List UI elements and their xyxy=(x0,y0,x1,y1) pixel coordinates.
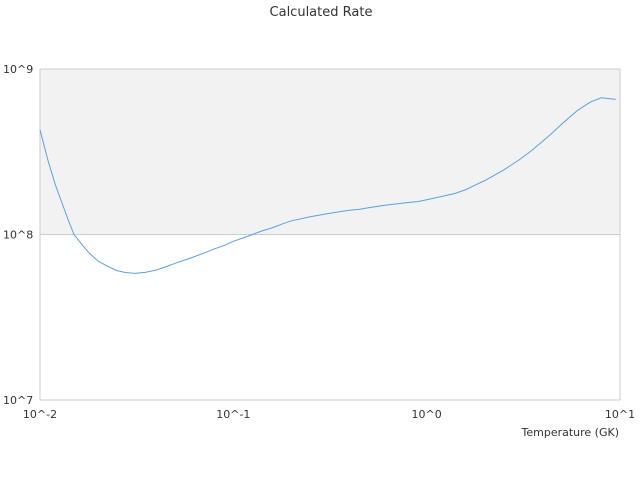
x-tick-labels: 10^-2 10^-1 10^0 10^1 xyxy=(23,408,635,421)
x-tick-label: 10^-1 xyxy=(216,408,250,421)
y-tick-label: 10^8 xyxy=(3,229,33,242)
chart-title: Calculated Rate xyxy=(270,5,373,20)
highlight-band xyxy=(40,69,620,235)
x-tick-label: 10^-2 xyxy=(23,408,57,421)
x-tick-label: 10^1 xyxy=(605,408,635,421)
rate-line xyxy=(39,97,616,274)
y-tick-label: 10^7 xyxy=(3,394,33,407)
x-tick-label: 10^0 xyxy=(412,408,442,421)
y-tick-label: 10^9 xyxy=(3,63,33,76)
plot-frame xyxy=(39,68,621,401)
y-tick-labels: 10^7 10^8 10^9 xyxy=(3,63,33,407)
x-axis-label: Temperature (GK) xyxy=(521,426,620,439)
